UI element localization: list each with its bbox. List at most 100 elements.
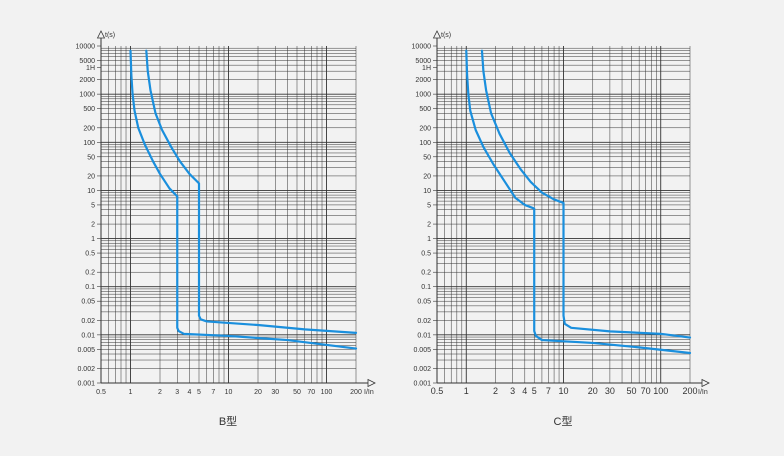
y-tick-label: 10: [87, 188, 95, 195]
x-tick-label: 200: [350, 389, 362, 396]
y-tick-label: 20: [423, 173, 431, 180]
y-tick-label: 2000: [79, 77, 95, 84]
x-tick-label: 50: [626, 386, 636, 396]
y-tick-label: 1000: [79, 92, 95, 99]
y-tick-label: 0.001: [413, 381, 431, 388]
y-tick-label: 0.2: [85, 270, 95, 277]
y-tick-label: 0.002: [77, 366, 95, 373]
x-tick-label: 4: [522, 386, 527, 396]
x-axis-arrow-icon: [701, 378, 710, 388]
y-tick-label: 1H: [86, 65, 95, 72]
y-tick-label: 500: [83, 106, 95, 113]
x-tick-label: 4: [188, 389, 192, 396]
y-tick-label: 0.01: [417, 332, 431, 339]
y-tick-label: 0.02: [417, 318, 431, 325]
x-tick-label: 200: [682, 386, 697, 396]
y-tick-label: 200: [83, 125, 95, 132]
y-tick-label: 0.05: [417, 299, 431, 306]
y-tick-label: 5: [91, 202, 95, 209]
x-tick-label: 50: [293, 389, 301, 396]
y-tick-label: 0.5: [421, 251, 431, 258]
y-axis-label: t(s): [441, 32, 451, 39]
x-tick-labels: 0.5 1 2 3 4 5 7 10 20 30 50 70 100 200: [431, 386, 698, 396]
y-tick-label: 10000: [76, 44, 96, 51]
x-tick-label: 0.5: [96, 389, 106, 396]
x-tick-labels: 0.5 1 2 3 4 5 7 10 20 30 50 70 100 200: [96, 389, 362, 396]
y-tick-label: 2: [427, 222, 431, 229]
x-tick-label: 5: [197, 389, 201, 396]
x-tick-label: 7: [211, 389, 215, 396]
lower-boundary-curve: [129, 49, 358, 350]
y-tick-label: 0.001: [77, 381, 95, 388]
y-tick-label: 1: [427, 236, 431, 243]
x-tick-label: 3: [175, 389, 179, 396]
x-axis-label: I/In: [698, 389, 708, 396]
y-axis-label: t(s): [105, 32, 115, 39]
y-tick-label: 0.02: [81, 318, 95, 325]
b-type-trip-chart: t(s)I/In1000050001H200010005002001005020…: [76, 30, 376, 428]
x-tick-label: 0.5: [431, 386, 444, 396]
y-tick-label: 10: [423, 188, 431, 195]
x-tick-label: 70: [307, 389, 315, 396]
axes: [96, 30, 376, 388]
y-tick-label: 0.2: [421, 270, 431, 277]
trip-curves: [465, 49, 692, 355]
y-tick-label: 0.1: [85, 284, 95, 291]
lower-boundary-curve: [465, 49, 692, 355]
y-tick-label: 0.005: [413, 347, 431, 354]
x-axis-label: I/In: [364, 389, 374, 396]
y-axis-arrow-icon: [432, 30, 442, 39]
y-tick-label: 100: [419, 140, 431, 147]
grid: [100, 46, 357, 384]
chart-caption: C型: [554, 414, 573, 428]
x-tick-label: 2: [493, 386, 498, 396]
y-tick-label: 2: [91, 222, 95, 229]
y-tick-label: 0.002: [413, 366, 431, 373]
y-tick-label: 0.1: [421, 284, 431, 291]
x-tick-label: 20: [588, 386, 598, 396]
y-tick-label: 100: [83, 140, 95, 147]
c-type-trip-chart: t(s)I/In1000050001H200010005002001005020…: [412, 30, 710, 428]
y-tick-label: 1000: [415, 92, 431, 99]
x-tick-label: 20: [254, 389, 262, 396]
y-tick-label: 0.005: [77, 347, 95, 354]
x-tick-label: 30: [271, 389, 279, 396]
upper-boundary-curve: [480, 49, 692, 339]
y-tick-label: 10000: [412, 44, 432, 51]
x-axis-arrow-icon: [367, 378, 376, 388]
y-tick-label: 20: [87, 173, 95, 180]
y-tick-label: 0.05: [81, 299, 95, 306]
y-tick-label: 500: [419, 106, 431, 113]
y-tick-label: 5000: [415, 58, 431, 65]
x-tick-label: 70: [641, 386, 651, 396]
x-tick-label: 100: [653, 386, 668, 396]
x-tick-label: 10: [558, 386, 568, 396]
y-tick-label: 50: [423, 154, 431, 161]
y-axis-arrow-icon: [96, 30, 106, 39]
y-tick-label: 2000: [415, 77, 431, 84]
x-tick-label: 5: [532, 386, 537, 396]
x-tick-label: 2: [158, 389, 162, 396]
y-tick-label: 200: [419, 125, 431, 132]
y-tick-label: 5000: [79, 58, 95, 65]
x-tick-label: 1: [464, 386, 469, 396]
trip-curves: [129, 49, 358, 350]
chart-caption: B型: [219, 414, 237, 428]
y-tick-label: 50: [87, 154, 95, 161]
y-tick-label: 1: [91, 236, 95, 243]
upper-boundary-curve: [145, 49, 358, 334]
x-tick-label: 1: [129, 389, 133, 396]
x-tick-label: 10: [225, 389, 233, 396]
x-tick-label: 3: [510, 386, 515, 396]
y-tick-label: 5: [427, 202, 431, 209]
x-tick-label: 100: [321, 389, 333, 396]
axes: [432, 30, 710, 388]
y-tick-label: 0.5: [85, 251, 95, 258]
y-tick-label: 1H: [422, 65, 431, 72]
x-tick-label: 7: [546, 386, 551, 396]
y-tick-label: 0.01: [81, 332, 95, 339]
x-tick-label: 30: [605, 386, 615, 396]
